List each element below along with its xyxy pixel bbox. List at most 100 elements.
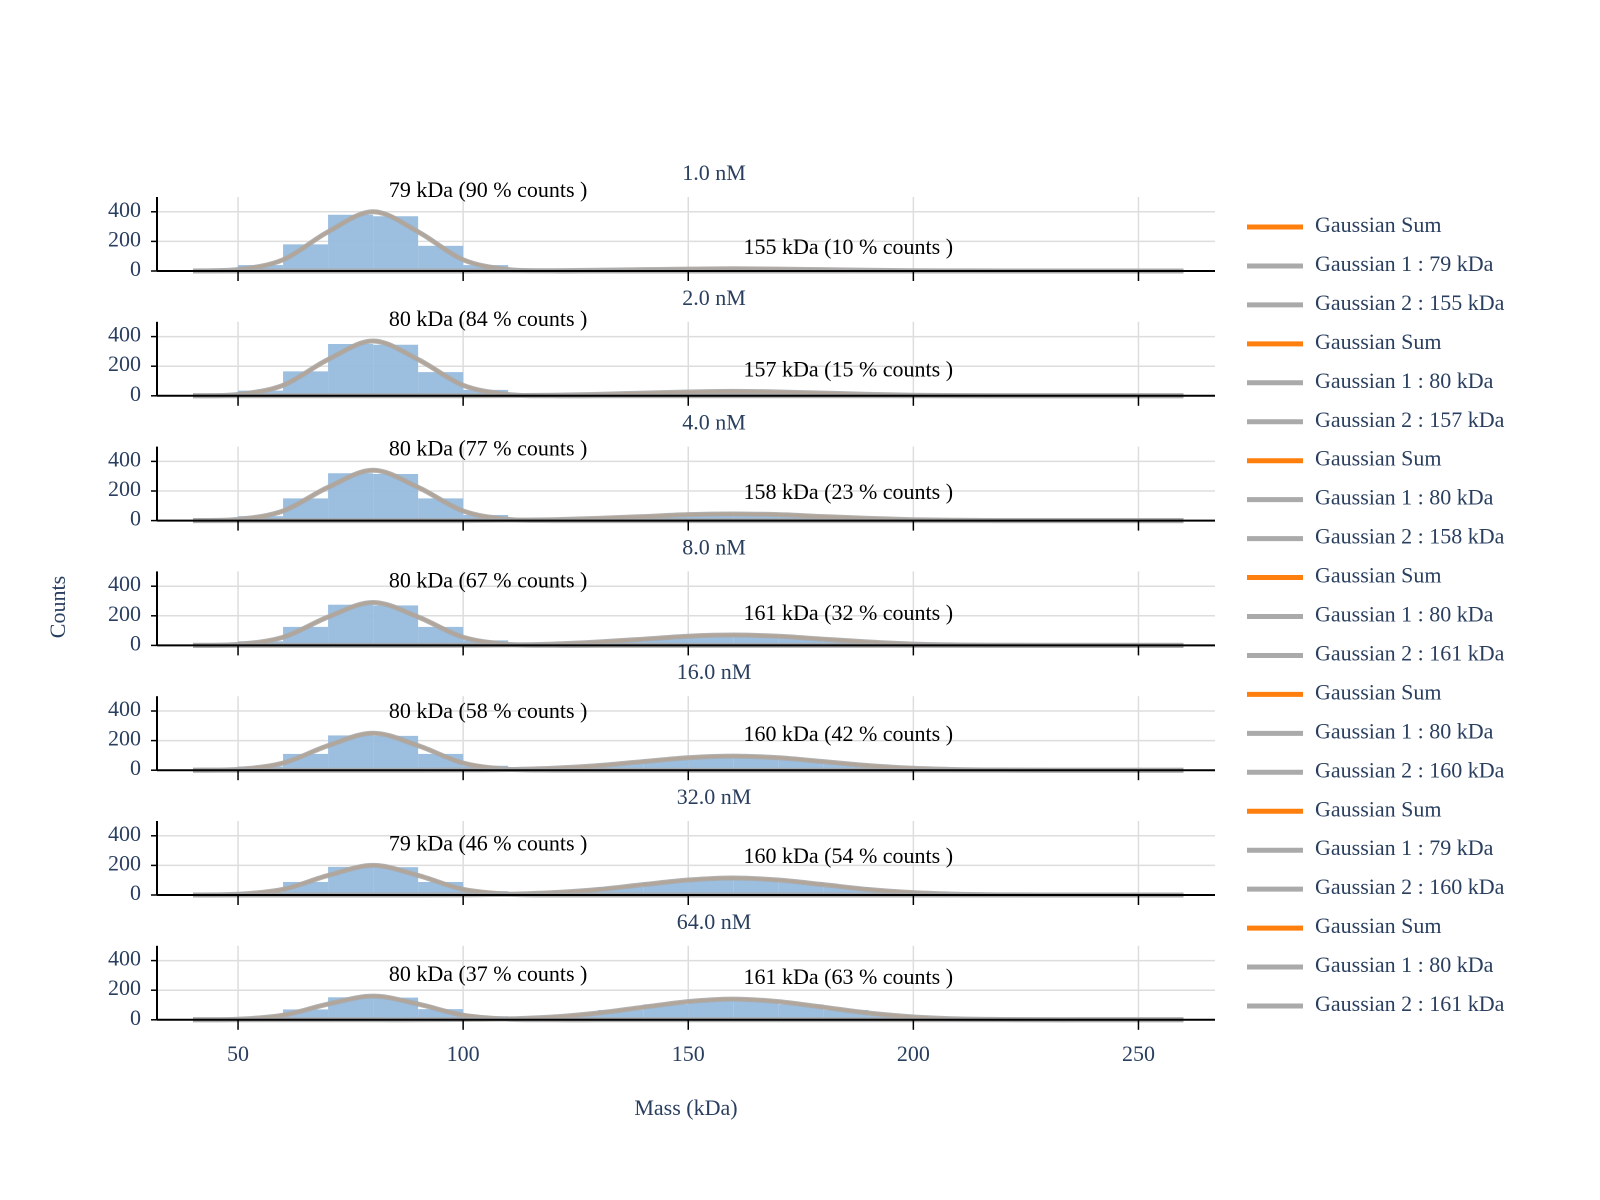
y-tick-label: 200: [108, 476, 141, 501]
y-tick-label: 200: [108, 726, 141, 751]
histogram-bar: [688, 1000, 734, 1020]
histogram-bar: [688, 756, 734, 771]
y-tick-label: 200: [108, 351, 141, 376]
y-tick-label: 0: [130, 256, 141, 281]
histogram-bar: [328, 344, 374, 396]
histogram-bar: [733, 1000, 779, 1020]
annotation: 157 kDa (15 % counts ): [743, 356, 953, 381]
legend-label: Gaussian 2 : 158 kDa: [1315, 524, 1505, 549]
histogram-bar: [373, 344, 419, 396]
x-tick-label: 100: [447, 1041, 480, 1066]
annotation: 80 kDa (77 % counts ): [389, 435, 588, 460]
histogram-bar: [373, 473, 419, 521]
histogram-bar: [328, 473, 374, 521]
legend-label: Gaussian Sum: [1315, 796, 1442, 821]
annotation: 79 kDa (46 % counts ): [389, 830, 588, 855]
legend-label: Gaussian 2 : 160 kDa: [1315, 874, 1505, 899]
histogram-bar: [643, 637, 689, 646]
legend-label: Gaussian Sum: [1315, 446, 1442, 471]
annotation: 80 kDa (67 % counts ): [389, 568, 588, 593]
subplot-title: 64.0 nM: [677, 909, 752, 934]
histogram-bar: [733, 879, 779, 895]
legend-label: Gaussian 2 : 155 kDa: [1315, 290, 1505, 315]
y-tick-label: 400: [108, 821, 141, 846]
legend-label: Gaussian Sum: [1315, 913, 1442, 938]
histogram-bar: [598, 1010, 644, 1020]
annotation: 158 kDa (23 % counts ): [743, 479, 953, 504]
subplot-title: 2.0 nM: [682, 285, 746, 310]
y-tick-label: 200: [108, 850, 141, 875]
histogram-bar: [598, 887, 644, 895]
x-tick-label: 50: [227, 1041, 249, 1066]
y-tick-label: 400: [108, 322, 141, 347]
y-tick-label: 0: [130, 381, 141, 406]
histogram-bar: [823, 887, 869, 895]
y-tick-label: 400: [108, 446, 141, 471]
legend-label: Gaussian 1 : 79 kDa: [1315, 251, 1494, 276]
histogram-bar: [823, 763, 869, 771]
histogram-bar: [283, 1009, 329, 1020]
histogram-bar: [733, 635, 779, 646]
histogram-bar: [778, 637, 824, 646]
y-tick-label: 0: [130, 506, 141, 531]
annotation: 155 kDa (10 % counts ): [743, 234, 953, 259]
legend-label: Gaussian Sum: [1315, 329, 1442, 354]
legend-label: Gaussian 1 : 79 kDa: [1315, 835, 1494, 860]
y-tick-label: 0: [130, 1005, 141, 1030]
y-tick-label: 200: [108, 975, 141, 1000]
histogram-bar: [778, 515, 824, 521]
legend-label: Gaussian 2 : 161 kDa: [1315, 991, 1505, 1016]
legend-label: Gaussian Sum: [1315, 563, 1442, 588]
histogram-bar: [643, 1004, 689, 1020]
annotation: 161 kDa (63 % counts ): [743, 964, 953, 989]
legend-label: Gaussian 1 : 80 kDa: [1315, 368, 1494, 393]
y-tick-label: 0: [130, 630, 141, 655]
y-tick-label: 400: [108, 946, 141, 971]
histogram-bar: [328, 604, 374, 646]
histogram-bar: [418, 1009, 464, 1020]
annotation: 79 kDa (90 % counts ): [389, 177, 588, 202]
annotation: 80 kDa (58 % counts ): [389, 698, 588, 723]
subplot-title: 32.0 nM: [677, 784, 752, 809]
annotation: 160 kDa (42 % counts ): [743, 721, 953, 746]
subplot-title: 16.0 nM: [677, 659, 752, 684]
annotation: 80 kDa (37 % counts ): [389, 961, 588, 986]
histogram-bar: [598, 763, 644, 771]
y-tick-label: 400: [108, 571, 141, 596]
subplot-title: 1.0 nM: [682, 160, 746, 185]
y-tick-label: 200: [108, 226, 141, 251]
y-tick-label: 400: [108, 696, 141, 721]
legend-label: Gaussian 2 : 157 kDa: [1315, 407, 1505, 432]
x-tick-label: 150: [672, 1041, 705, 1066]
legend-label: Gaussian 2 : 161 kDa: [1315, 640, 1505, 665]
histogram-bar: [688, 635, 734, 646]
subplot-title: 4.0 nM: [682, 410, 746, 435]
subplot-title: 8.0 nM: [682, 534, 746, 559]
legend-label: Gaussian Sum: [1315, 212, 1442, 237]
legend-label: Gaussian 1 : 80 kDa: [1315, 718, 1494, 743]
x-axis-title: Mass (kDa): [634, 1095, 737, 1120]
legend-label: Gaussian Sum: [1315, 679, 1442, 704]
histogram-bar: [373, 605, 419, 646]
legend-label: Gaussian 1 : 80 kDa: [1315, 952, 1494, 977]
legend-label: Gaussian 1 : 80 kDa: [1315, 602, 1494, 627]
histogram-bar: [688, 879, 734, 895]
histogram-bar: [643, 515, 689, 521]
legend-label: Gaussian 2 : 160 kDa: [1315, 757, 1505, 782]
y-axis-title: Counts: [45, 576, 70, 638]
annotation: 80 kDa (84 % counts ): [389, 306, 588, 331]
histogram-bar: [778, 759, 824, 771]
y-tick-label: 200: [108, 601, 141, 626]
y-tick-label: 0: [130, 880, 141, 905]
annotation: 160 kDa (54 % counts ): [743, 843, 953, 868]
histogram-bar: [778, 1004, 824, 1020]
y-tick-label: 400: [108, 197, 141, 222]
histogram-bar: [643, 759, 689, 771]
histogram-bar: [328, 214, 374, 271]
histogram-bar: [733, 514, 779, 521]
x-tick-label: 200: [897, 1041, 930, 1066]
histogram-bar: [733, 756, 779, 771]
y-tick-label: 0: [130, 755, 141, 780]
legend-label: Gaussian 1 : 80 kDa: [1315, 485, 1494, 510]
